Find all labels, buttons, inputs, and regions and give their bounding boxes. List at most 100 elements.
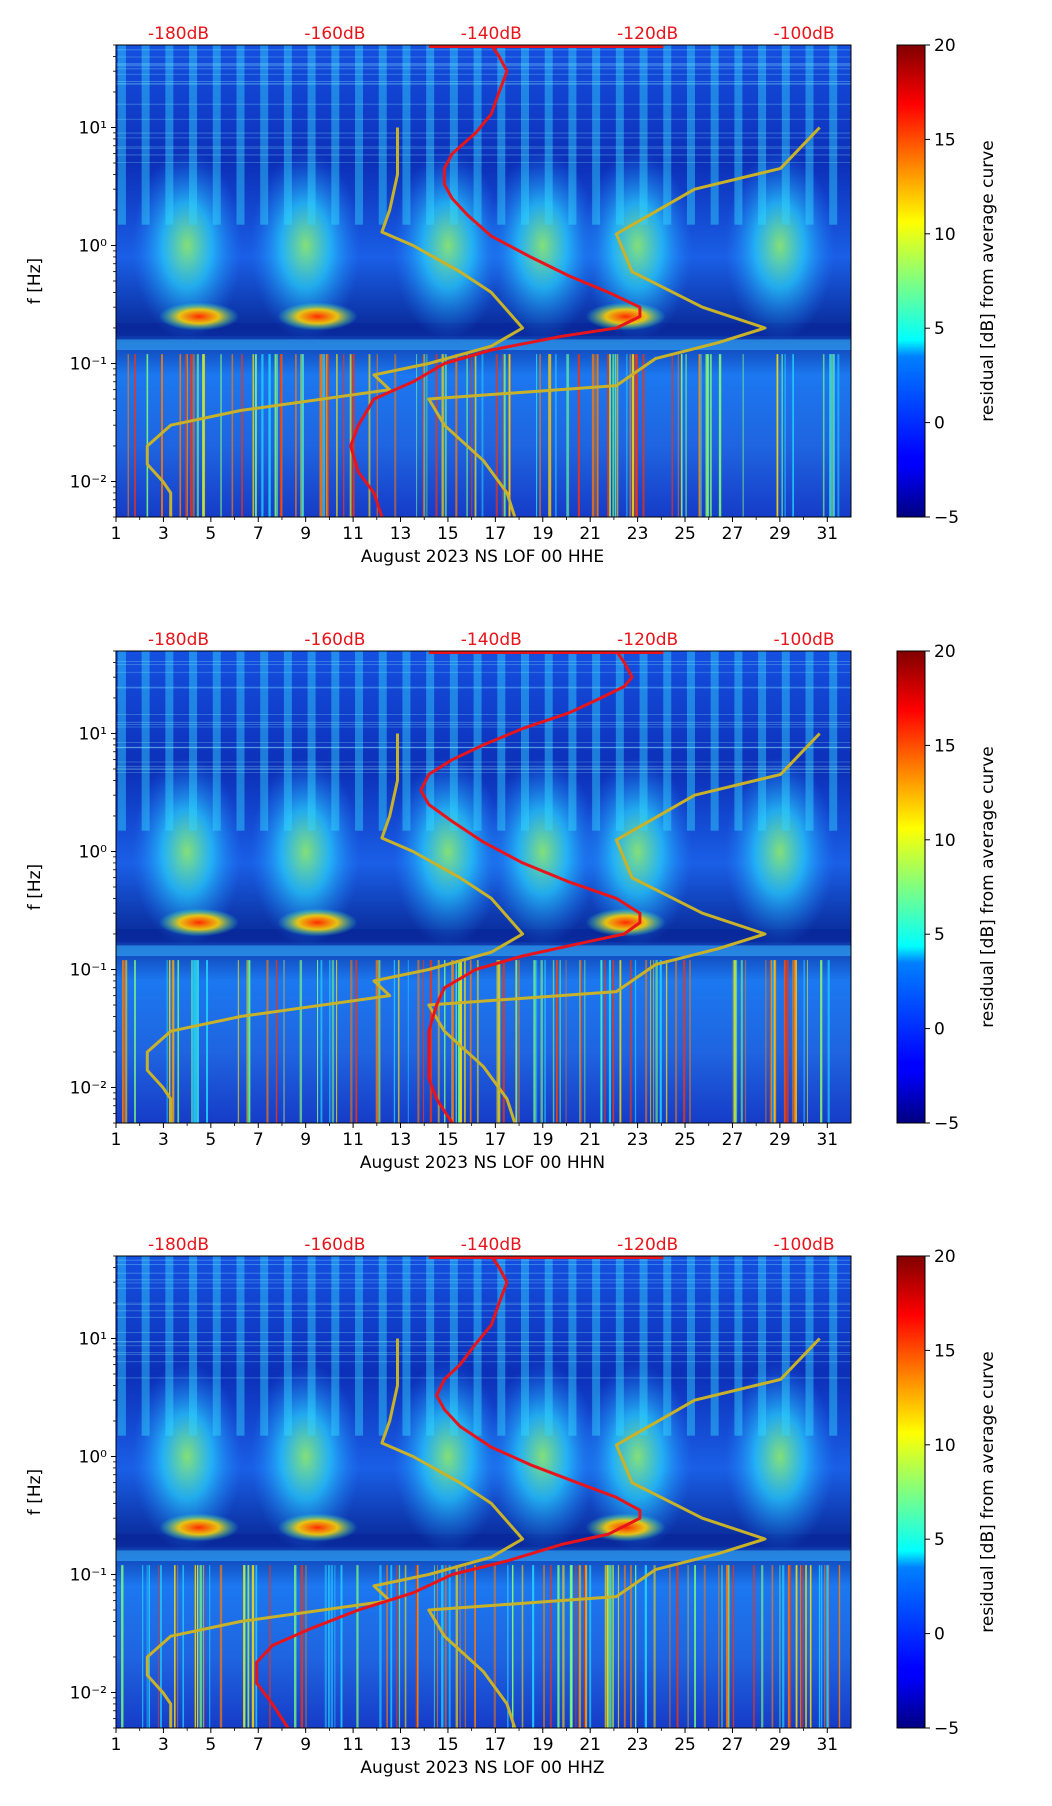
top-db-tick-label: -180dB [148, 24, 209, 44]
x-tick-label: 27 [722, 524, 744, 544]
colorbar-tick-label: 10 [934, 225, 956, 245]
x-tick-label: 3 [158, 1130, 169, 1150]
colorbar-tick-label: 5 [934, 925, 945, 945]
y-tick-label: 10¹ [79, 724, 107, 744]
colorbar-1: −5 0 5 10 15 20 residual [dB] from average cur… [896, 36, 998, 528]
colorbar-tick-label: −5 [934, 1719, 959, 1739]
top-db-tick-label: -160dB [304, 630, 365, 650]
top-db-tick-label: -100dB [774, 630, 835, 650]
x-axis-label: August 2023 NS LOF 00 HHN [360, 1153, 605, 1173]
x-tick-label: 11 [342, 1130, 364, 1150]
x-tick-label: 29 [769, 524, 791, 544]
low-noise-model-curve [427, 732, 821, 1123]
x-axis-label: August 2023 NS LOF 00 HHZ [360, 1758, 604, 1778]
x-tick-label: 19 [532, 524, 554, 544]
x-tick-label: 7 [253, 1130, 264, 1150]
y-tick-label: 10⁻² [70, 1078, 107, 1098]
spectrogram-panel-2: 1 3 5 7 9 11 13 15 17 19 21 23 25 27 29 3110⁻²10⁻¹10⁰10… [25, 630, 852, 1173]
low-noise-model-curve [427, 126, 821, 517]
x-tick-label: 3 [158, 524, 169, 544]
y-tick-label: 10⁻¹ [70, 960, 107, 980]
top-db-tick-label: -100dB [774, 1235, 835, 1255]
x-tick-label: 17 [485, 524, 507, 544]
x-tick-label: 13 [390, 524, 412, 544]
colorbar-tick-label: 20 [934, 1247, 956, 1267]
colorbar-tick-label: 10 [934, 831, 956, 851]
x-tick-label: 5 [205, 1735, 216, 1755]
low-noise-model-curve [427, 1337, 821, 1728]
high-noise-model-curve [145, 127, 525, 517]
x-tick-label: 31 [816, 1130, 838, 1150]
colorbar-2: −5 0 5 10 15 20 residual [dB] from average cur… [896, 642, 998, 1134]
x-tick-label: 29 [769, 1735, 791, 1755]
top-db-tick-label: -140dB [461, 630, 522, 650]
top-db-tick-label: -160dB [304, 24, 365, 44]
x-tick-label: 1 [111, 1130, 122, 1150]
x-tick-label: 11 [342, 524, 364, 544]
y-axis-label: f [Hz] [25, 1469, 45, 1515]
y-tick-label: 10⁰ [79, 236, 108, 256]
x-tick-label: 13 [390, 1130, 412, 1150]
spectrogram-image [116, 651, 851, 1123]
x-tick-label: 15 [437, 524, 459, 544]
x-tick-label: 31 [816, 524, 838, 544]
colorbar-tick-label: 0 [934, 414, 945, 434]
colorbar-tick-label: 5 [934, 1530, 945, 1550]
colorbar-label: residual [dB] from average curve [978, 140, 998, 421]
x-tick-label: 25 [674, 1130, 696, 1150]
x-tick-label: 27 [722, 1735, 744, 1755]
y-tick-label: 10⁻² [70, 472, 107, 492]
y-tick-label: 10⁻¹ [70, 1565, 107, 1585]
x-tick-label: 31 [816, 1735, 838, 1755]
colorbar-tick-label: 5 [934, 319, 945, 339]
colorbar-tick-label: −5 [934, 1114, 959, 1134]
x-tick-label: 21 [579, 524, 601, 544]
x-tick-label: 5 [205, 524, 216, 544]
y-tick-label: 10⁰ [79, 1447, 108, 1467]
spectrogram-image [116, 1256, 851, 1728]
y-tick-label: 10⁻² [70, 1683, 107, 1703]
y-axis-label: f [Hz] [25, 864, 45, 910]
top-db-tick-label: -120dB [617, 1235, 678, 1255]
x-tick-label: 19 [532, 1130, 554, 1150]
spectrogram-panel-1: 1 3 5 7 9 11 13 15 17 19 21 23 25 27 29 3110⁻²10⁻¹10⁰10… [25, 24, 852, 567]
top-db-tick-label: -120dB [617, 24, 678, 44]
x-tick-label: 17 [485, 1130, 507, 1150]
y-tick-label: 10⁰ [79, 842, 108, 862]
colorbar-tick-label: 15 [934, 130, 956, 150]
colorbar-3: −5 0 5 10 15 20 residual [dB] from average cur… [896, 1247, 998, 1739]
top-db-tick-label: -180dB [148, 630, 209, 650]
high-noise-model-curve [145, 1338, 525, 1728]
top-db-tick-label: -140dB [461, 1235, 522, 1255]
psd-curve [419, 651, 642, 1123]
colorbar-tick-label: 15 [934, 736, 956, 756]
x-tick-label: 1 [111, 524, 122, 544]
x-tick-label: 11 [342, 1735, 364, 1755]
x-tick-label: 15 [437, 1130, 459, 1150]
colorbar-label: residual [dB] from average curve [978, 746, 998, 1027]
x-tick-label: 21 [579, 1735, 601, 1755]
x-tick-label: 23 [627, 1735, 649, 1755]
top-db-tick-label: -120dB [617, 630, 678, 650]
colorbar-tick-label: 10 [934, 1436, 956, 1456]
colorbar-tick-label: 15 [934, 1341, 956, 1361]
y-tick-label: 10⁻¹ [70, 354, 107, 374]
x-tick-label: 9 [300, 524, 311, 544]
x-tick-label: 27 [722, 1130, 744, 1150]
x-tick-label: 23 [627, 524, 649, 544]
top-db-tick-label: -160dB [304, 1235, 365, 1255]
top-db-tick-label: -100dB [774, 24, 835, 44]
spectrogram-image [116, 45, 851, 517]
x-tick-label: 9 [300, 1130, 311, 1150]
top-db-tick-label: -180dB [148, 1235, 209, 1255]
colorbar-tick-label: 0 [934, 1020, 945, 1040]
x-tick-label: 7 [253, 1735, 264, 1755]
y-tick-label: 10¹ [79, 118, 107, 138]
spectrogram-panel-3: 1 3 5 7 9 11 13 15 17 19 21 23 25 27 29 3110⁻²10⁻¹10⁰10… [25, 1235, 852, 1778]
x-tick-label: 17 [485, 1735, 507, 1755]
colorbar-tick-label: 20 [934, 642, 956, 662]
x-tick-label: 23 [627, 1130, 649, 1150]
x-tick-label: 13 [390, 1735, 412, 1755]
high-noise-model-curve [145, 733, 525, 1123]
